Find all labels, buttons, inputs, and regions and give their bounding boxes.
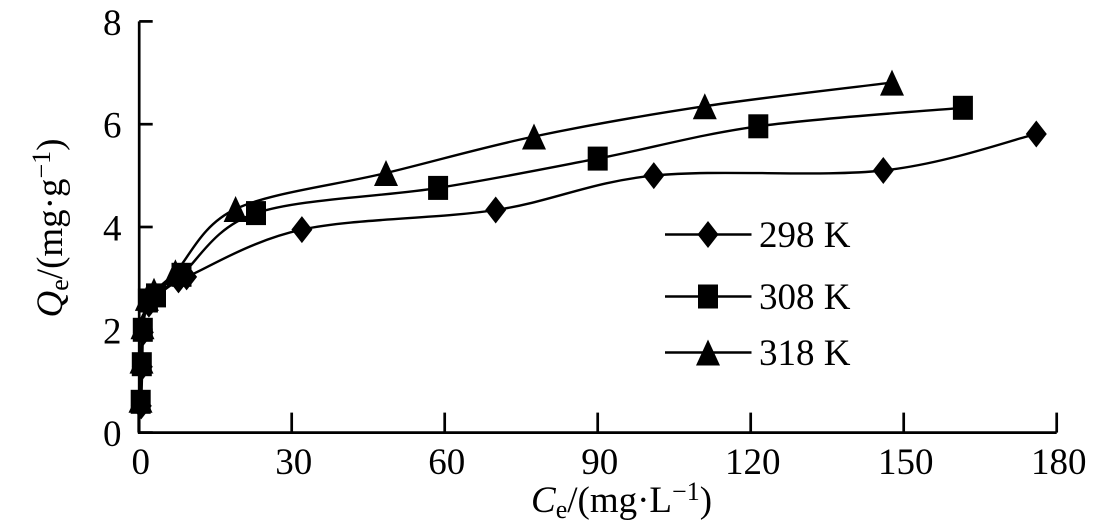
svg-text:180: 180 xyxy=(1031,442,1087,483)
svg-text:Ce/(mg·L−1): Ce/(mg·L−1) xyxy=(531,477,712,524)
svg-text:60: 60 xyxy=(428,442,465,483)
svg-text:8: 8 xyxy=(103,3,122,44)
svg-text:318 K: 318 K xyxy=(759,333,851,374)
svg-text:0: 0 xyxy=(103,414,122,455)
svg-text:4: 4 xyxy=(103,209,122,250)
svg-text:298 K: 298 K xyxy=(759,215,851,256)
svg-text:30: 30 xyxy=(275,442,312,483)
svg-text:0: 0 xyxy=(131,442,150,483)
svg-text:Qe/(mg·g−1): Qe/(mg·g−1) xyxy=(27,139,74,318)
svg-text:90: 90 xyxy=(581,442,618,483)
svg-text:308 K: 308 K xyxy=(759,277,851,318)
svg-text:120: 120 xyxy=(725,442,781,483)
svg-text:6: 6 xyxy=(103,106,122,147)
svg-text:2: 2 xyxy=(103,311,122,352)
svg-text:150: 150 xyxy=(878,442,934,483)
